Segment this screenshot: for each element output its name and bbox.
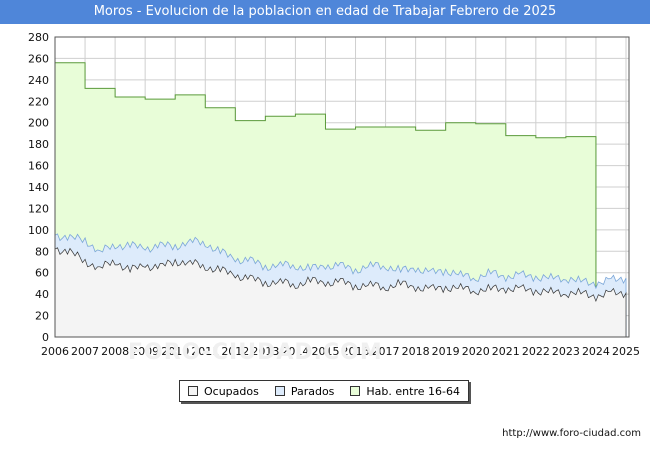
legend-swatch-ocupados [187, 386, 198, 396]
x-tick-label: 2012 [221, 345, 249, 358]
y-tick-label: 160 [28, 160, 49, 173]
chart-svg: 0 20 40 60 80 100 120 140 160 180 200 220 240 260 280 2… [28, 31, 640, 358]
y-tick-label: 280 [28, 31, 49, 44]
legend-swatch-hab [350, 386, 361, 396]
watermark: FORO-CIUDAD.COM [128, 340, 383, 365]
x-tick-label: 2020 [462, 345, 490, 358]
y-tick-label: 180 [28, 138, 49, 151]
legend-swatch-parados [274, 386, 285, 396]
y-tick-label: 200 [28, 117, 49, 130]
x-tick-label: 2008 [101, 345, 129, 358]
legend-label-ocupados: Ocupados [203, 384, 259, 398]
x-tick-label: 2017 [372, 345, 400, 358]
series-area-ocupados [54, 247, 627, 338]
legend-label-hab: Hab. entre 16-64 [366, 384, 460, 398]
chart-title: Moros - Evolucion de la poblacion en eda… [0, 0, 650, 24]
y-tick-label: 240 [28, 74, 49, 87]
x-tick-label: 2015 [311, 345, 339, 358]
x-tick-label: 2018 [402, 345, 430, 358]
x-tick-label: 2013 [251, 345, 279, 358]
x-tick-label: 2007 [71, 345, 99, 358]
y-tick-label: 100 [28, 224, 49, 237]
x-tick-label: 2022 [522, 345, 550, 358]
y-tick-label: 140 [28, 181, 49, 194]
y-tick-label: 120 [28, 202, 49, 215]
y-tick-label: 60 [35, 267, 49, 280]
x-tick-label: 2011 [191, 345, 219, 358]
legend-label-parados: Parados [290, 384, 335, 398]
legend-item-hab: Hab. entre 16-64 [350, 385, 460, 398]
y-tick-label: 220 [28, 95, 49, 108]
x-tick-label: 2014 [281, 345, 309, 358]
y-tick-label: 0 [42, 331, 49, 344]
y-tick-label: 80 [35, 245, 49, 258]
legend: Ocupados Parados Hab. entre 16-64 [179, 380, 469, 402]
source-url[interactable]: http://www.foro-ciudad.com [502, 428, 641, 439]
x-tick-label: 2023 [552, 345, 580, 358]
x-tick-label: 2021 [492, 345, 520, 358]
legend-item-ocupados: Ocupados [187, 384, 259, 398]
y-tick-label: 20 [35, 310, 49, 323]
x-tick-label: 2019 [432, 345, 460, 358]
areas [54, 62, 627, 338]
x-tick-label: 2010 [161, 345, 189, 358]
legend-item-parados: Parados [274, 384, 335, 398]
x-tick-label: 2006 [41, 345, 69, 358]
x-tick-label: 2009 [131, 345, 159, 358]
x-tick-label: 2024 [582, 345, 610, 358]
x-tick-label: 2016 [342, 345, 370, 358]
x-tick-label: 2025 [612, 345, 640, 358]
axes: 0 20 40 60 80 100 120 140 160 180 200 220 240 260 280 2… [28, 31, 640, 358]
y-tick-label: 260 [28, 52, 49, 65]
plot-border [54, 36, 630, 338]
y-tick-label: 40 [35, 288, 49, 301]
